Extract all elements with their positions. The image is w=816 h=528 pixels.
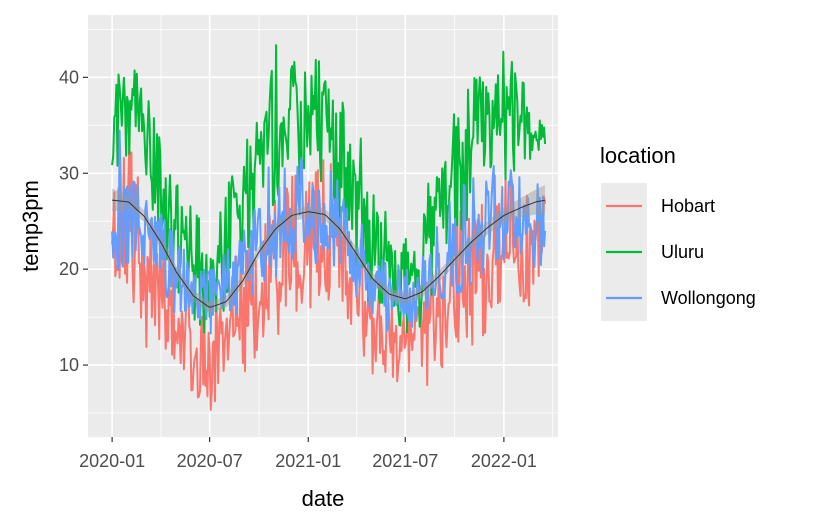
y-tick-label: 20 xyxy=(59,259,79,279)
legend: location Hobart Uluru Wollongong xyxy=(600,143,756,321)
x-tick-label: 2021-01 xyxy=(275,451,341,471)
y-tick-label: 40 xyxy=(59,67,79,87)
legend-label-hobart: Hobart xyxy=(661,196,715,216)
series-line-hobart xyxy=(111,141,547,411)
y-axis-title: temp3pm xyxy=(18,180,43,272)
legend-title: location xyxy=(600,143,676,168)
y-tick-label: 10 xyxy=(59,355,79,375)
x-axis: 2020-01 2020-07 2021-01 2021-07 2022-01 xyxy=(79,437,537,471)
legend-label-uluru: Uluru xyxy=(661,242,704,262)
series-line-uluru xyxy=(111,44,547,334)
legend-label-wollongong: Wollongong xyxy=(661,288,756,308)
x-tick-label: 2020-01 xyxy=(79,451,145,471)
x-tick-label: 2022-01 xyxy=(471,451,537,471)
smooth-band xyxy=(112,185,546,313)
smooth-line xyxy=(112,199,546,308)
x-tick-label: 2021-07 xyxy=(372,451,438,471)
y-tick-label: 30 xyxy=(59,163,79,183)
x-axis-title: date xyxy=(302,486,345,511)
y-axis: 10 20 30 40 xyxy=(59,67,88,375)
smooth-layer xyxy=(112,185,546,313)
x-tick-label: 2020-07 xyxy=(177,451,243,471)
series-layer xyxy=(111,44,547,411)
series-line-wollongong xyxy=(111,129,547,335)
